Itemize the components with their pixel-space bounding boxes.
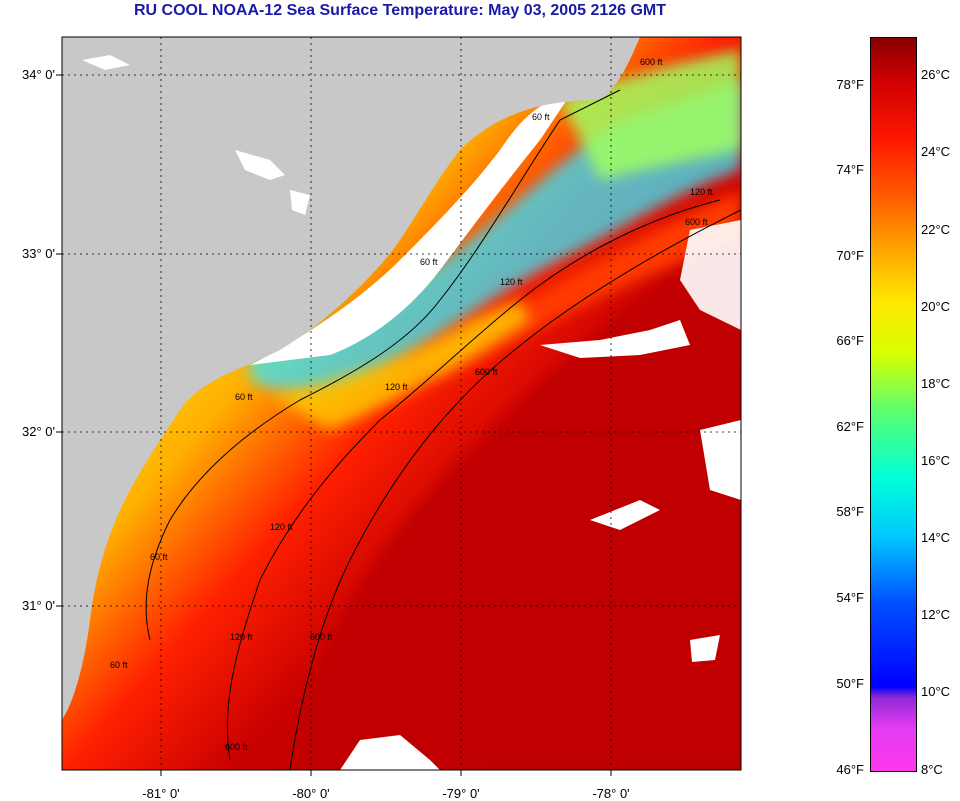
- lat-label-33: 33° 0': [22, 246, 55, 261]
- colorbar-c-label: 10°C: [921, 684, 951, 699]
- isobath-label: 60 ft: [110, 660, 128, 670]
- isobath-label: 120 ft: [385, 382, 408, 392]
- colorbar-c-label: 16°C: [921, 453, 951, 468]
- isobath-label: 120 ft: [270, 522, 293, 532]
- isobath-label: 600 ft: [225, 742, 248, 752]
- colorbar-c-label: 8°C: [921, 762, 943, 777]
- isobath-120ft: [226, 199, 721, 761]
- isobath-label: 600 ft: [685, 217, 708, 227]
- cloud-nearshore: [250, 95, 570, 365]
- gulf-stream-region: [300, 230, 741, 770]
- isobath-600ft: [289, 209, 741, 770]
- lon-label-78: -78° 0': [592, 786, 630, 801]
- isobath-label: 600 ft: [640, 57, 663, 67]
- lon-label-81: -81° 0': [142, 786, 180, 801]
- isobath-label: 60 ft: [150, 552, 168, 562]
- colorbar-f-label: 50°F: [836, 676, 864, 691]
- colorbar-f-label: 78°F: [836, 77, 864, 92]
- colorbar-f-label: 62°F: [836, 419, 864, 434]
- lon-label-80: -80° 0': [292, 786, 330, 801]
- isobath-label: 60 ft: [235, 392, 253, 402]
- isobath-label: 600 ft: [475, 367, 498, 377]
- map-frame: [61, 36, 742, 771]
- colorbar-c-label: 24°C: [921, 144, 951, 159]
- isobath-label: 120 ft: [230, 632, 253, 642]
- colorbar-f-label: 70°F: [836, 248, 864, 263]
- isobath-label: 120 ft: [690, 187, 713, 197]
- isobath-label: 60 ft: [420, 257, 438, 267]
- colorbar-c-label: 18°C: [921, 376, 951, 391]
- colorbar-f-label: 54°F: [836, 590, 864, 605]
- isobath-label: 600 ft: [310, 632, 333, 642]
- colorbar-f-label: 58°F: [836, 504, 864, 519]
- lat-label-31: 31° 0': [22, 598, 55, 613]
- isobath-60ft: [145, 89, 621, 641]
- colorbar-f-label: 66°F: [836, 333, 864, 348]
- colorbar-f-label: 46°F: [836, 762, 864, 777]
- lon-label-79: -79° 0': [442, 786, 480, 801]
- colorbar-c-label: 26°C: [921, 67, 951, 82]
- graticule: [62, 37, 741, 770]
- land-carolinas-georgia: [62, 37, 640, 720]
- lat-label-32: 32° 0': [22, 424, 55, 439]
- colorbar-f-label: 74°F: [836, 162, 864, 177]
- colorbar-c-label: 22°C: [921, 222, 951, 237]
- colorbar-c-label: 12°C: [921, 607, 951, 622]
- cloud-patch: [540, 320, 690, 358]
- map-title: RU COOL NOAA-12 Sea Surface Temperature:…: [133, 2, 667, 19]
- isobath-label: 120 ft: [500, 277, 523, 287]
- isobath-label: 60 ft: [532, 112, 550, 122]
- colorbar-c-label: 14°C: [921, 530, 951, 545]
- lat-label-34: 34° 0': [22, 67, 55, 82]
- temperature-colorbar: [870, 37, 917, 772]
- colorbar-c-label: 20°C: [921, 299, 951, 314]
